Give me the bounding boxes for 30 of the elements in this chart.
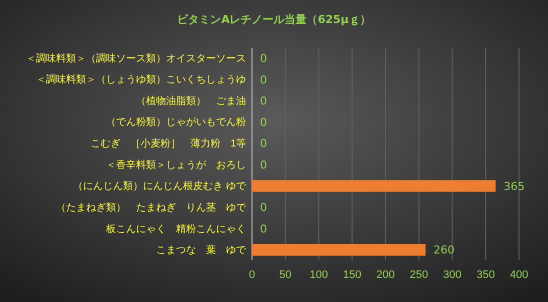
x-tick-label: 350	[476, 269, 495, 281]
x-tick-label: 200	[376, 269, 395, 281]
y-tick-label: 板こんにゃく 精粉こんにゃく	[105, 222, 246, 235]
y-tick-label: （たまねぎ類） たまねぎ りん茎 ゆで	[56, 201, 247, 214]
x-tick-label: 300	[443, 269, 462, 281]
data-label: 0	[260, 137, 267, 150]
y-tick-label: （でん粉類）じゃがいもでん粉	[106, 116, 246, 128]
data-label: 0	[260, 73, 267, 86]
y-tick-label: （植物油脂類） ごま油	[136, 94, 246, 107]
data-label: 0	[260, 201, 267, 214]
data-label: 0	[260, 116, 267, 129]
x-tick-label: 400	[510, 269, 528, 281]
x-tick-label: 0	[248, 269, 256, 281]
x-tick-label: 100	[310, 269, 328, 281]
y-tick-label: こまつな 葉 ゆで	[156, 244, 247, 256]
data-label: 0	[260, 94, 267, 108]
y-tick-label: （にんじん類）にんじん根皮むき ゆで	[73, 180, 247, 192]
y-tick-label: ＜調味料類＞（調味ソース類）オイスターソース	[26, 52, 246, 64]
y-tick-label: ＜調味料類＞（しょうゆ類）こいくちしょうゆ	[36, 74, 246, 86]
data-label: 365	[504, 180, 525, 193]
data-label: 0	[260, 52, 267, 65]
data-label: 0	[260, 158, 267, 172]
x-tick-label: 250	[410, 269, 428, 281]
x-tick-label: 50	[279, 269, 292, 281]
chart-title: ビタミンAレチノール当量（625μｇ）	[177, 13, 371, 26]
y-tick-label: こむぎ ［小麦粉］ 薄力粉 1等	[90, 138, 246, 150]
x-tick-label: 150	[342, 269, 362, 281]
data-label: 0	[260, 222, 267, 236]
y-tick-label: ＜香辛料類＞しょうが おろし	[106, 158, 246, 171]
data-label: 260	[434, 244, 455, 257]
